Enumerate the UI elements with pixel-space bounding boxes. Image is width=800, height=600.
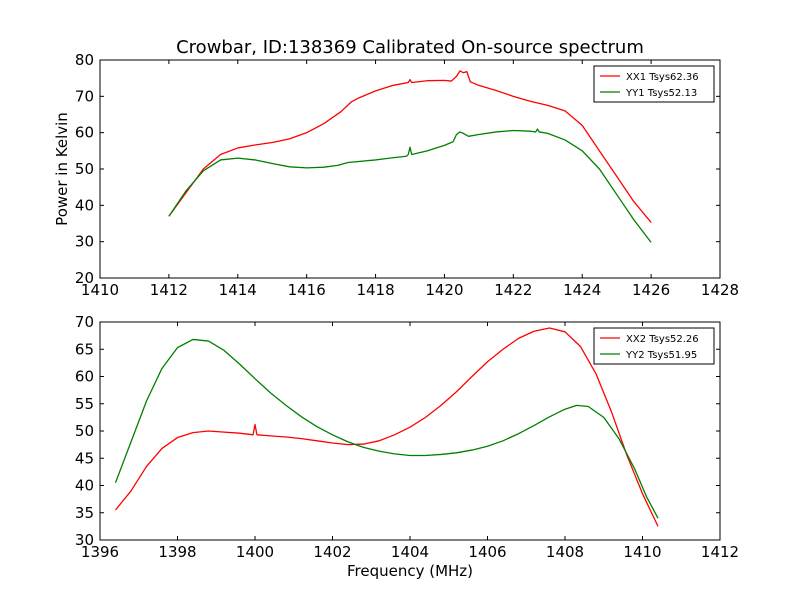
bottom-y-tick-label: 70 (75, 313, 94, 331)
top-x-tick-label: 1414 (219, 281, 257, 299)
bottom-y-tick-label: 35 (75, 504, 94, 522)
bottom-y-tick-label: 60 (75, 368, 94, 386)
bottom-y-tick-label: 50 (75, 422, 94, 440)
top-y-tick-label: 30 (75, 233, 94, 251)
bottom-legend-box (593, 327, 715, 365)
top-x-tick-label: 1426 (632, 281, 670, 299)
top-x-tick-label: 1424 (563, 281, 601, 299)
bottom-legend: XX2 Tsys52.26 YY2 Tsys51.95 (593, 327, 715, 365)
bottom-x-tick-label: 1404 (391, 543, 429, 561)
top-y-tick-label: 50 (75, 160, 94, 178)
top-x-tick-label: 1412 (150, 281, 188, 299)
top-series-line-1 (168, 70, 652, 223)
top-y-tick-label: 60 (75, 124, 94, 142)
top-legend-box (593, 65, 715, 103)
top-y-tick-label: 80 (75, 51, 94, 69)
top-x-tick-label: 1422 (494, 281, 532, 299)
top-x-tick-label: 1420 (425, 281, 463, 299)
top-y-tick-label: 70 (75, 87, 94, 105)
bottom-x-tick-label: 1398 (158, 543, 196, 561)
bottom-x-tick-label: 1406 (468, 543, 506, 561)
bottom-x-axis-label: Frequency (MHz) (347, 562, 473, 580)
figure-title: Crowbar, ID:138369 Calibrated On-source … (176, 37, 644, 58)
top-y-tick-label: 20 (75, 269, 94, 287)
top-legend-label: XX1 Tsys62.36 (626, 72, 699, 83)
bottom-y-tick-label: 55 (75, 395, 94, 413)
bottom-x-tick-label: 1412 (701, 543, 739, 561)
bottom-plot: 1396 1398 1400 1402 1404 1406 1408 1410 1412 30 35… (75, 313, 739, 580)
top-legend: XX1 Tsys62.36 YY1 Tsys52.13 (593, 65, 715, 103)
bottom-y-tick-label: 30 (75, 531, 94, 549)
top-plot: 1410 1412 1414 1416 1418 1420 1422 1424 1426 1428… (53, 51, 739, 299)
bottom-x-tick-label: 1408 (546, 543, 584, 561)
bottom-series-line-2 (114, 338, 659, 519)
bottom-series-line-1 (114, 327, 659, 527)
bottom-x-tick-label: 1400 (236, 543, 274, 561)
top-x-tick-label: 1428 (701, 281, 739, 299)
top-x-tick-label: 1410 (81, 281, 119, 299)
bottom-y-tick-label: 40 (75, 477, 94, 495)
bottom-legend-label: XX2 Tsys52.26 (626, 334, 699, 345)
bottom-x-tick-label: 1402 (313, 543, 351, 561)
top-y-axis-label: Power in Kelvin (53, 112, 71, 226)
bottom-x-tick-label: 1410 (623, 543, 661, 561)
top-series-line-2 (168, 128, 652, 243)
bottom-y-tick-label: 65 (75, 340, 94, 358)
top-x-tick-label: 1416 (288, 281, 326, 299)
bottom-legend-label: YY2 Tsys51.95 (625, 350, 697, 361)
bottom-x-tick-label: 1396 (81, 543, 119, 561)
top-legend-label: YY1 Tsys52.13 (625, 88, 697, 99)
bottom-y-tick-label: 45 (75, 449, 94, 467)
top-y-tick-label: 40 (75, 196, 94, 214)
top-x-tick-label: 1418 (356, 281, 394, 299)
